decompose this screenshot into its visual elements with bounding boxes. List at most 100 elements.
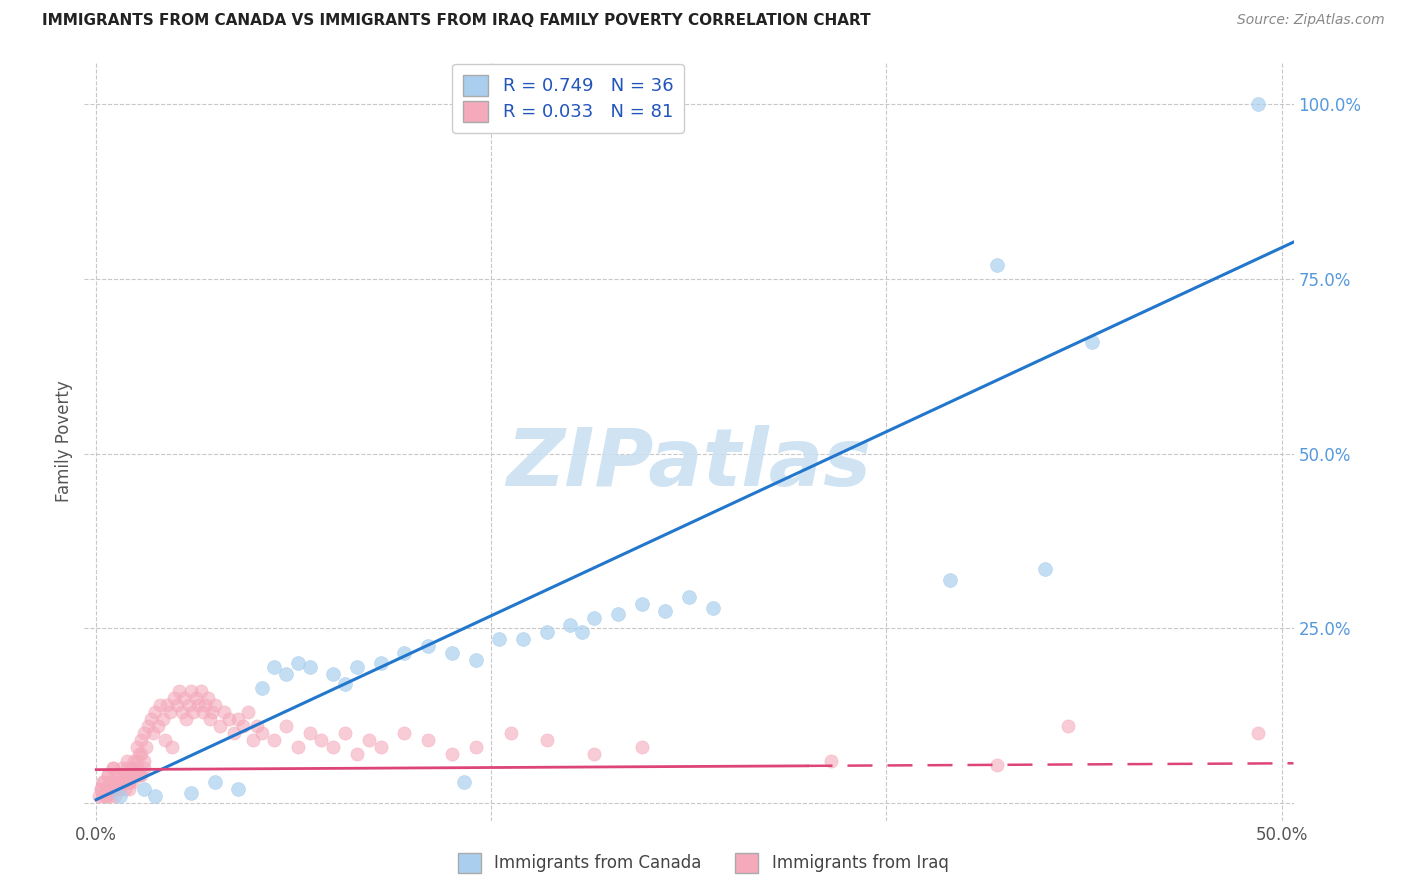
Point xyxy=(115,761,138,775)
Point xyxy=(333,677,356,691)
Point xyxy=(630,740,652,755)
Point xyxy=(357,733,380,747)
Point xyxy=(370,740,392,755)
Point xyxy=(107,782,129,797)
Point xyxy=(111,768,134,782)
Point xyxy=(97,782,120,797)
Point xyxy=(394,646,416,660)
Point xyxy=(170,706,193,720)
Point xyxy=(322,740,344,755)
Point xyxy=(107,768,129,782)
Point xyxy=(121,775,143,789)
Legend: Immigrants from Canada, Immigrants from Iraq: Immigrants from Canada, Immigrants from … xyxy=(451,847,955,880)
Point xyxy=(198,712,221,726)
Point xyxy=(91,789,114,804)
Point xyxy=(242,733,264,747)
Point xyxy=(678,590,700,604)
Point xyxy=(204,775,226,789)
Point xyxy=(536,624,558,639)
Point xyxy=(250,726,273,740)
Point xyxy=(146,719,169,733)
Point xyxy=(128,768,150,782)
Point xyxy=(583,747,606,762)
Point xyxy=(114,768,136,782)
Point xyxy=(108,775,131,789)
Point xyxy=(132,726,155,740)
Legend: R = 0.749   N = 36, R = 0.033   N = 81: R = 0.749 N = 36, R = 0.033 N = 81 xyxy=(451,64,685,133)
Point xyxy=(346,660,368,674)
Point xyxy=(125,754,148,768)
Point xyxy=(311,733,333,747)
Point xyxy=(986,258,1008,272)
Point xyxy=(394,726,416,740)
Point xyxy=(228,782,250,797)
Point xyxy=(263,660,285,674)
Point xyxy=(204,698,226,713)
Point xyxy=(228,712,250,726)
Point xyxy=(606,607,628,622)
Point xyxy=(156,698,179,713)
Point xyxy=(121,761,143,775)
Point xyxy=(583,611,606,625)
Point xyxy=(97,768,120,782)
Point xyxy=(346,747,368,762)
Point xyxy=(250,681,273,695)
Point xyxy=(138,719,160,733)
Point xyxy=(87,789,110,804)
Point xyxy=(322,666,344,681)
Point xyxy=(222,726,245,740)
Point xyxy=(91,775,114,789)
Point xyxy=(107,775,129,789)
Point xyxy=(1081,334,1104,349)
Point xyxy=(104,782,127,797)
Point xyxy=(453,775,475,789)
Point xyxy=(111,761,134,775)
Point xyxy=(464,653,486,667)
Point xyxy=(333,726,356,740)
Point xyxy=(129,747,152,762)
Point xyxy=(152,712,174,726)
Point xyxy=(440,747,463,762)
Point xyxy=(560,618,582,632)
Point xyxy=(104,782,127,797)
Point xyxy=(536,733,558,747)
Point xyxy=(236,706,259,720)
Point xyxy=(180,786,202,800)
Point xyxy=(108,782,131,797)
Point xyxy=(702,600,724,615)
Point xyxy=(180,684,202,698)
Point xyxy=(100,782,122,797)
Point xyxy=(115,768,138,782)
Point xyxy=(177,698,200,713)
Point xyxy=(298,660,321,674)
Point xyxy=(94,782,117,797)
Point xyxy=(287,740,309,755)
Point xyxy=(191,706,214,720)
Point xyxy=(128,768,150,782)
Point xyxy=(101,761,124,775)
Point xyxy=(153,733,176,747)
Point xyxy=(274,666,297,681)
Point xyxy=(1057,719,1080,733)
Text: Source: ZipAtlas.com: Source: ZipAtlas.com xyxy=(1237,13,1385,28)
Point xyxy=(114,782,136,797)
Point xyxy=(986,757,1008,772)
Point xyxy=(135,740,157,755)
Point xyxy=(163,691,186,706)
Point xyxy=(125,761,148,775)
Point xyxy=(160,740,183,755)
Point xyxy=(1247,97,1270,112)
Point xyxy=(145,706,167,720)
Point xyxy=(654,604,676,618)
Point xyxy=(184,691,207,706)
Point xyxy=(820,754,842,768)
Point xyxy=(122,754,145,768)
Point xyxy=(129,733,152,747)
Point xyxy=(128,747,150,762)
Point xyxy=(118,782,141,797)
Point xyxy=(94,789,117,804)
Point xyxy=(218,712,240,726)
Point xyxy=(418,639,440,653)
Point xyxy=(197,691,219,706)
Point xyxy=(187,698,209,713)
